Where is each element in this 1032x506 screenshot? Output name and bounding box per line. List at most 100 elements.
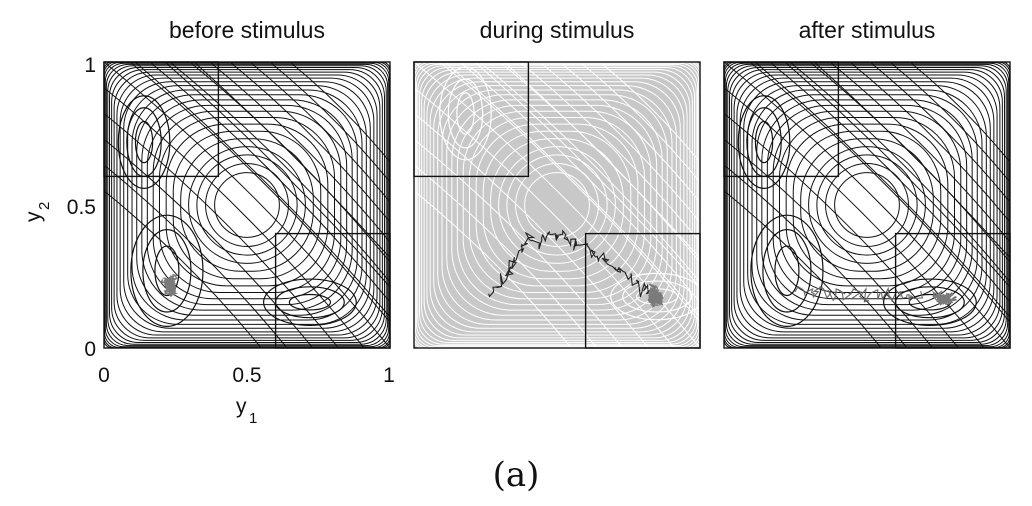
contour-line — [724, 87, 985, 348]
contour-ring — [417, 65, 697, 345]
contour-ring — [131, 89, 363, 321]
contour-ring — [743, 81, 991, 329]
contour-line — [784, 62, 1010, 288]
contour-ring — [188, 146, 306, 264]
contour-line — [909, 62, 1010, 163]
panel-1: before stimulus — [103, 17, 391, 349]
contour-line — [789, 62, 1010, 283]
contour-ring — [800, 138, 934, 272]
contour-ring — [475, 123, 639, 287]
contour-ring — [756, 94, 978, 316]
well-contour — [117, 95, 171, 190]
contour-ring — [751, 89, 983, 321]
contour-ring — [506, 154, 608, 256]
contour-ring — [725, 63, 1009, 347]
x-label-base: y — [236, 395, 247, 418]
contour-line — [229, 62, 390, 223]
contour-ring — [119, 77, 375, 333]
well-contour — [134, 120, 154, 164]
y-tick-1: 1 — [84, 54, 96, 77]
well-contour — [456, 92, 475, 135]
contour-ring — [116, 74, 378, 336]
contour-line — [104, 113, 339, 348]
contour-ring — [414, 62, 700, 348]
panel-title: after stimulus — [799, 17, 936, 43]
contour-ring — [724, 62, 1010, 348]
y-tick-0: 0 — [84, 338, 96, 361]
contour-line — [249, 62, 390, 203]
contour-ring — [761, 99, 973, 311]
well-contour — [439, 66, 492, 161]
contour-line — [503, 62, 700, 259]
contour-line — [414, 190, 572, 348]
contour-ring — [123, 81, 371, 329]
well-contour — [447, 78, 484, 149]
y-label-base: y — [22, 211, 45, 222]
x-tick-1: 1 — [383, 364, 395, 387]
contour-line — [474, 62, 700, 288]
well-contour — [754, 120, 774, 164]
contour-line — [889, 62, 1010, 183]
contour-line — [414, 62, 700, 348]
contour-ring — [105, 63, 389, 347]
contour-ring — [104, 62, 390, 348]
contour-ring — [146, 104, 348, 306]
contour-ring — [433, 81, 681, 329]
well-contour — [130, 214, 204, 327]
contour-ring — [456, 104, 658, 306]
contour-ring — [196, 154, 298, 256]
contour-ring — [490, 138, 624, 272]
contour-line — [459, 62, 700, 303]
contour-ring — [482, 130, 632, 280]
contour-ring — [437, 85, 677, 325]
contour-ring — [136, 94, 358, 316]
well-contour — [262, 278, 357, 327]
contour-line — [104, 164, 288, 348]
noise-cloud — [159, 273, 179, 297]
contour-line — [579, 62, 700, 183]
contour-line — [539, 62, 700, 223]
contour-ring — [731, 69, 1003, 341]
well-contour — [882, 278, 977, 327]
y-axis-label: y 2 — [22, 202, 53, 222]
contour-line — [754, 62, 1010, 318]
well-contour — [762, 228, 812, 313]
contour-line — [193, 62, 390, 259]
contour-line — [414, 138, 624, 348]
panel-title: during stimulus — [480, 17, 635, 43]
contour-ring — [834, 172, 900, 238]
contour-line — [849, 62, 1010, 223]
contour-ring — [127, 85, 367, 325]
x-tick-0: 0 — [98, 364, 110, 387]
well-contour — [142, 228, 192, 313]
x-label-sub: 1 — [249, 410, 257, 427]
contour-ring — [415, 63, 699, 347]
contour-ring — [747, 85, 987, 325]
contour-line — [724, 113, 959, 348]
contour-line — [414, 113, 649, 348]
contour-line — [749, 62, 1010, 323]
contour-line — [129, 62, 390, 323]
contour-line — [209, 62, 390, 243]
contour-line — [769, 62, 1010, 303]
contour-ring — [423, 71, 691, 339]
contour-ring — [736, 74, 998, 336]
contour-line — [559, 62, 700, 203]
y-tick-0.5: 0.5 — [67, 196, 96, 219]
contour-ring — [180, 138, 314, 272]
contour-ring — [441, 89, 673, 321]
contour-line — [414, 164, 598, 348]
noise-cloud — [932, 290, 958, 306]
contour-line — [479, 62, 700, 283]
x-axis-label: y 1 — [236, 395, 257, 427]
contour-ring — [733, 71, 1001, 339]
x-tick-0.5: 0.5 — [232, 364, 261, 387]
contour-ring — [792, 130, 942, 280]
contour-ring — [429, 77, 685, 333]
y-label-sub: 2 — [36, 202, 53, 210]
contour-ring — [766, 104, 968, 306]
contour-line — [104, 87, 365, 348]
contour-line — [104, 62, 390, 348]
contour-line — [829, 62, 1010, 243]
